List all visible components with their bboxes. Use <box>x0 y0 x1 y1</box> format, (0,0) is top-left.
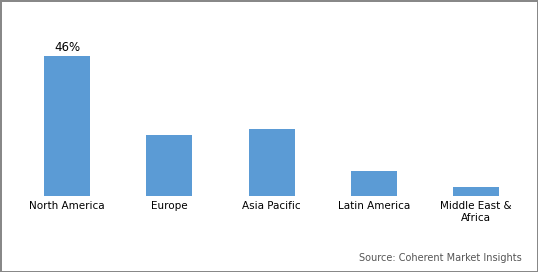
Bar <box>351 171 397 196</box>
Text: Source: Coherent Market Insights: Source: Coherent Market Insights <box>359 253 522 263</box>
Bar <box>44 55 90 196</box>
Bar <box>146 135 193 196</box>
Bar <box>249 129 295 196</box>
Text: 46%: 46% <box>54 41 80 54</box>
Bar <box>453 187 499 196</box>
